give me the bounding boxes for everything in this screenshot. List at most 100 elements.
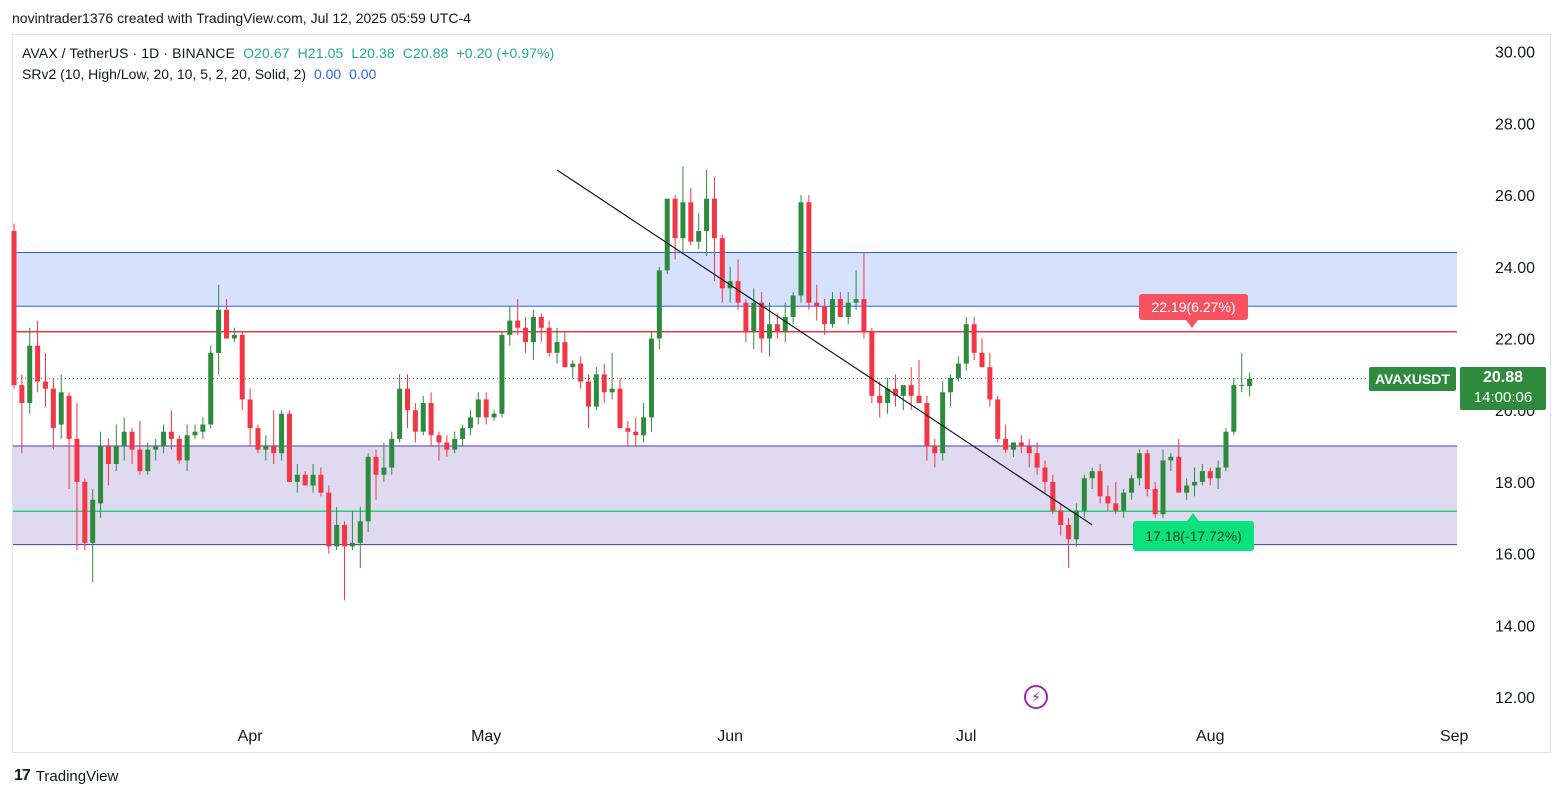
candle-body <box>428 403 434 436</box>
candle-body <box>412 410 418 432</box>
candle-body <box>82 481 88 543</box>
candle-body <box>609 388 615 393</box>
candle-body <box>1231 385 1237 432</box>
candle-body <box>1089 471 1095 479</box>
candle-body <box>656 270 662 339</box>
candles-layer <box>11 166 1253 601</box>
candle-body <box>806 202 812 303</box>
levels-layer <box>13 320 1457 521</box>
candle-body <box>507 320 513 335</box>
candle-body <box>1129 478 1135 493</box>
candle-body <box>436 435 442 443</box>
candle-body <box>696 230 702 242</box>
candle-body <box>1097 471 1103 497</box>
candle-body <box>672 198 678 239</box>
candle-body <box>58 392 64 425</box>
symbol-legend: AVAX / TetherUS · 1D · BINANCE O20.67 H2… <box>22 45 558 61</box>
candle-body <box>397 388 403 439</box>
candle-body <box>19 385 25 404</box>
candle-body <box>223 309 229 339</box>
candle-body <box>208 352 214 425</box>
candle-body <box>987 367 993 400</box>
y-tick-label: 14.00 <box>1495 618 1535 635</box>
indicator-value-1: 0.00 <box>313 66 342 82</box>
trendline <box>556 169 1093 526</box>
candle-body <box>90 499 96 543</box>
x-tick-label: Sep <box>1440 728 1469 745</box>
candle-body <box>601 374 607 393</box>
candle-body <box>27 345 33 404</box>
candle-body <box>625 428 631 432</box>
candle-body <box>570 363 576 368</box>
candle-body <box>239 334 245 400</box>
candle-body <box>326 492 332 547</box>
candle-body <box>1192 481 1197 486</box>
candle-body <box>1105 496 1111 504</box>
candle-body <box>578 363 584 382</box>
indicator-legend: SRv2 (10, High/Low, 20, 10, 5, 2, 20, So… <box>22 66 380 82</box>
candle-body <box>499 334 505 414</box>
chart-frame[interactable] <box>12 34 1551 753</box>
candle-body <box>475 399 481 418</box>
candle-body <box>153 446 159 450</box>
support-label: 17.18(-17.72%) <box>1133 521 1254 551</box>
candle-body <box>98 446 104 504</box>
trendline-layer <box>556 169 1093 526</box>
candle-body <box>176 438 182 461</box>
candle-body <box>648 338 654 418</box>
last-price: 20.88 <box>1482 369 1524 386</box>
candle-body <box>1136 453 1142 479</box>
candle-body <box>861 299 867 332</box>
candle-body <box>845 302 851 317</box>
candle-body <box>279 413 285 454</box>
candle-body <box>900 385 906 396</box>
candle-body <box>1199 471 1205 482</box>
candle-body <box>759 302 765 339</box>
candle-body <box>460 428 466 439</box>
candle-body <box>357 521 363 543</box>
symbol-title[interactable]: AVAX / TetherUS · 1D · BINANCE <box>22 45 236 61</box>
candle-body <box>271 446 277 454</box>
candle-body <box>586 381 592 407</box>
y-tick-label: 12.00 <box>1495 690 1535 707</box>
x-axis: Apr May Jun Jul Aug Sep <box>238 728 1469 745</box>
candle-body <box>932 446 938 454</box>
indicator-title[interactable]: SRv2 (10, High/Low, 20, 10, 5, 2, 20, So… <box>22 66 307 82</box>
candle-body <box>373 456 379 475</box>
flash-icon[interactable]: ⚡ <box>1024 685 1048 709</box>
candle-body <box>263 446 269 450</box>
candle-body <box>1207 471 1213 479</box>
candle-body <box>121 431 127 447</box>
low-value: L20.38 <box>351 45 395 61</box>
candle-body <box>751 302 757 332</box>
candle-body <box>50 388 56 429</box>
x-tick-label: Jun <box>717 728 743 745</box>
candle-body <box>74 438 80 482</box>
symbol-price-tag: AVAXUSDT <box>1369 367 1456 391</box>
candle-body <box>1018 442 1024 447</box>
x-tick-label: Aug <box>1196 728 1224 745</box>
change-value: +0.20 (+0.97%) <box>456 45 555 61</box>
candle-body <box>349 542 355 547</box>
candle-body <box>869 331 875 396</box>
candle-body <box>444 442 450 450</box>
candle-body <box>1176 456 1182 493</box>
indicator-value-2: 0.00 <box>349 66 377 82</box>
candle-body <box>342 524 348 547</box>
candle-body <box>963 324 969 364</box>
candle-body <box>168 431 174 439</box>
candle-body <box>145 449 151 472</box>
candle-body <box>216 309 222 353</box>
candle-body <box>1113 503 1119 511</box>
candle-body <box>286 413 292 482</box>
candle-body <box>452 438 458 450</box>
y-tick-label: 28.00 <box>1495 116 1535 133</box>
candle-body <box>633 431 639 436</box>
candle-body <box>1223 431 1229 468</box>
candle-body <box>247 399 253 429</box>
candle-body <box>593 374 599 407</box>
candle-body <box>255 428 261 450</box>
candle-body <box>137 449 143 472</box>
candle-body <box>302 474 308 486</box>
